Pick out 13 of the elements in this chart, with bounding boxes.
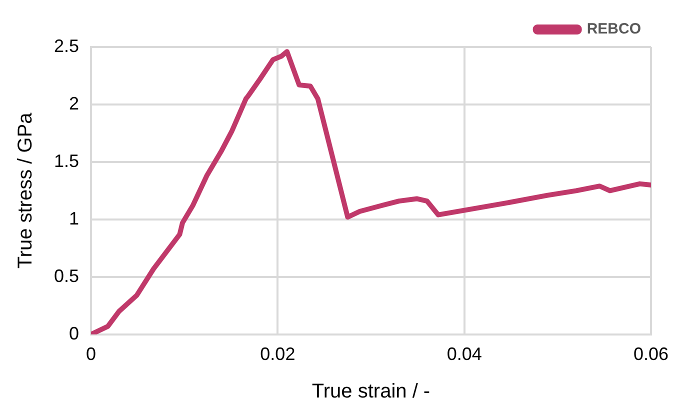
x-tick-label: 0.04 — [446, 344, 482, 364]
x-axis-title: True strain / - — [312, 380, 430, 403]
x-tick-label: 0 — [86, 344, 96, 364]
y-tick-label: 2 — [69, 93, 80, 114]
y-tick-label: 0.5 — [54, 266, 80, 286]
y-tick-label: 0 — [69, 323, 80, 344]
y-tick-label: 1.5 — [54, 150, 80, 171]
x-tick-label: 0.06 — [633, 344, 669, 364]
y-tick-label: 2.5 — [54, 36, 80, 56]
legend-label: REBCO — [586, 20, 642, 38]
y-tick-label: 1 — [69, 208, 80, 228]
x-tick-label: 0.02 — [260, 344, 296, 364]
y-axis-title: True stress / GPa — [14, 112, 37, 269]
